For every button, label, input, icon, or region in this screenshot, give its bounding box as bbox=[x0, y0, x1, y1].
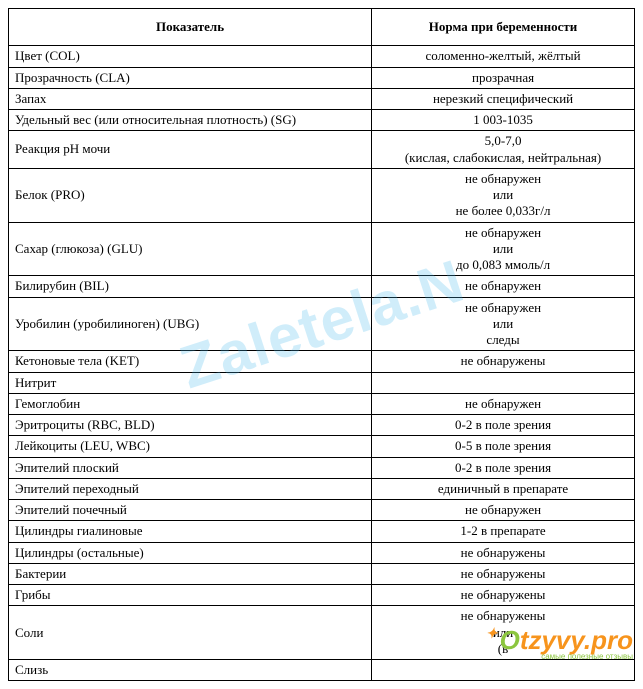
norm-cell: единичный в препарате bbox=[372, 478, 635, 499]
table-row: Бактериине обнаружены bbox=[9, 563, 635, 584]
param-cell: Запах bbox=[9, 88, 372, 109]
norm-cell: прозрачная bbox=[372, 67, 635, 88]
param-cell: Удельный вес (или относительная плотност… bbox=[9, 110, 372, 131]
table-row: Нитрит bbox=[9, 372, 635, 393]
table-row: Кетоновые тела (KET)не обнаружены bbox=[9, 351, 635, 372]
param-cell: Прозрачность (CLA) bbox=[9, 67, 372, 88]
table-row: Запахнерезкий специфический bbox=[9, 88, 635, 109]
norm-cell: 5,0-7,0(кислая, слабокислая, нейтральная… bbox=[372, 131, 635, 169]
table-row: Солине обнаруженыили(в bbox=[9, 606, 635, 660]
table-row: Цвет (COL)соломенно-желтый, жёлтый bbox=[9, 46, 635, 67]
table-row: Прозрачность (CLA)прозрачная bbox=[9, 67, 635, 88]
param-cell: Слизь bbox=[9, 660, 372, 681]
table-row: Грибыне обнаружены bbox=[9, 585, 635, 606]
param-cell: Эпителий почечный bbox=[9, 500, 372, 521]
param-cell: Цилиндры (остальные) bbox=[9, 542, 372, 563]
table-row: Уробилин (уробилиноген) (UBG)не обнаруже… bbox=[9, 297, 635, 351]
table-row: Лейкоциты (LEU, WBC)0-5 в поле зрения bbox=[9, 436, 635, 457]
norm-cell: соломенно-желтый, жёлтый bbox=[372, 46, 635, 67]
table-row: Цилиндры гиалиновые1-2 в препарате bbox=[9, 521, 635, 542]
table-header-row: Показатель Норма при беременности bbox=[9, 9, 635, 46]
param-cell: Гемоглобин bbox=[9, 393, 372, 414]
param-cell: Уробилин (уробилиноген) (UBG) bbox=[9, 297, 372, 351]
norm-cell: 0-5 в поле зрения bbox=[372, 436, 635, 457]
param-cell: Нитрит bbox=[9, 372, 372, 393]
param-cell: Эритроциты (RBC, BLD) bbox=[9, 415, 372, 436]
param-cell: Цилиндры гиалиновые bbox=[9, 521, 372, 542]
param-cell: Реакция pH мочи bbox=[9, 131, 372, 169]
table-row: Слизь bbox=[9, 660, 635, 681]
norm-cell: 1-2 в препарате bbox=[372, 521, 635, 542]
norm-cell: не обнаружен bbox=[372, 393, 635, 414]
norm-cell: не обнаружены bbox=[372, 563, 635, 584]
param-cell: Бактерии bbox=[9, 563, 372, 584]
param-cell: Кетоновые тела (KET) bbox=[9, 351, 372, 372]
param-cell: Лейкоциты (LEU, WBC) bbox=[9, 436, 372, 457]
norm-cell: не обнаружены bbox=[372, 585, 635, 606]
table-row: Цилиндры (остальные)не обнаружены bbox=[9, 542, 635, 563]
param-cell: Белок (PRO) bbox=[9, 168, 372, 222]
table-row: Реакция pH мочи5,0-7,0(кислая, слабокисл… bbox=[9, 131, 635, 169]
table-row: Удельный вес (или относительная плотност… bbox=[9, 110, 635, 131]
urine-analysis-table: Показатель Норма при беременности Цвет (… bbox=[8, 8, 635, 681]
norm-cell: не обнаружены bbox=[372, 542, 635, 563]
table-row: Гемоглобинне обнаружен bbox=[9, 393, 635, 414]
norm-cell: не обнаруженыили(в bbox=[372, 606, 635, 660]
norm-cell: нерезкий специфический bbox=[372, 88, 635, 109]
norm-cell: 0-2 в поле зрения bbox=[372, 457, 635, 478]
param-cell: Соли bbox=[9, 606, 372, 660]
table-row: Белок (PRO)не обнаруженилине более 0,033… bbox=[9, 168, 635, 222]
norm-cell: не обнаружен bbox=[372, 500, 635, 521]
norm-cell bbox=[372, 372, 635, 393]
table-row: Сахар (глюкоза) (GLU)не обнаруженилидо 0… bbox=[9, 222, 635, 276]
norm-cell bbox=[372, 660, 635, 681]
table-row: Эпителий почечныйне обнаружен bbox=[9, 500, 635, 521]
table-row: Билирубин (BIL)не обнаружен bbox=[9, 276, 635, 297]
norm-cell: не обнаруженилине более 0,033г/л bbox=[372, 168, 635, 222]
param-cell: Эпителий плоский bbox=[9, 457, 372, 478]
table-row: Эритроциты (RBC, BLD)0-2 в поле зрения bbox=[9, 415, 635, 436]
table-row: Эпителий плоский0-2 в поле зрения bbox=[9, 457, 635, 478]
norm-cell: не обнаруженилиследы bbox=[372, 297, 635, 351]
table-row: Эпителий переходныйединичный в препарате bbox=[9, 478, 635, 499]
param-cell: Эпителий переходный bbox=[9, 478, 372, 499]
param-cell: Сахар (глюкоза) (GLU) bbox=[9, 222, 372, 276]
norm-cell: не обнаружен bbox=[372, 276, 635, 297]
param-cell: Грибы bbox=[9, 585, 372, 606]
norm-cell: 1 003-1035 bbox=[372, 110, 635, 131]
header-norm: Норма при беременности bbox=[372, 9, 635, 46]
norm-cell: 0-2 в поле зрения bbox=[372, 415, 635, 436]
header-param: Показатель bbox=[9, 9, 372, 46]
norm-cell: не обнаруженилидо 0,083 ммоль/л bbox=[372, 222, 635, 276]
param-cell: Цвет (COL) bbox=[9, 46, 372, 67]
param-cell: Билирубин (BIL) bbox=[9, 276, 372, 297]
norm-cell: не обнаружены bbox=[372, 351, 635, 372]
